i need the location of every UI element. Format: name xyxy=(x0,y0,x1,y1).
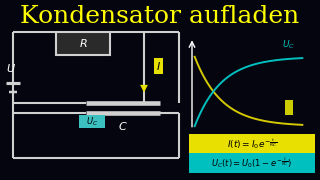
Text: $U$: $U$ xyxy=(6,62,16,74)
Text: $C$: $C$ xyxy=(118,120,128,132)
FancyBboxPatch shape xyxy=(189,153,315,173)
Text: $U_C$: $U_C$ xyxy=(282,39,295,51)
Text: $I$: $I$ xyxy=(156,60,161,72)
Text: $I$: $I$ xyxy=(287,102,291,113)
Text: Kondensator aufladen: Kondensator aufladen xyxy=(20,5,300,28)
FancyBboxPatch shape xyxy=(79,115,105,128)
Text: $U_C$: $U_C$ xyxy=(86,115,98,128)
Text: $U_C(t) = U_0(1 - e^{-\frac{t}{RC}})$: $U_C(t) = U_0(1 - e^{-\frac{t}{RC}})$ xyxy=(212,156,292,170)
FancyBboxPatch shape xyxy=(56,31,110,55)
Text: $R$: $R$ xyxy=(79,37,88,49)
FancyBboxPatch shape xyxy=(189,134,315,153)
Text: $I(t) = I_0e^{-\frac{t}{RC}}$: $I(t) = I_0e^{-\frac{t}{RC}}$ xyxy=(227,136,277,151)
